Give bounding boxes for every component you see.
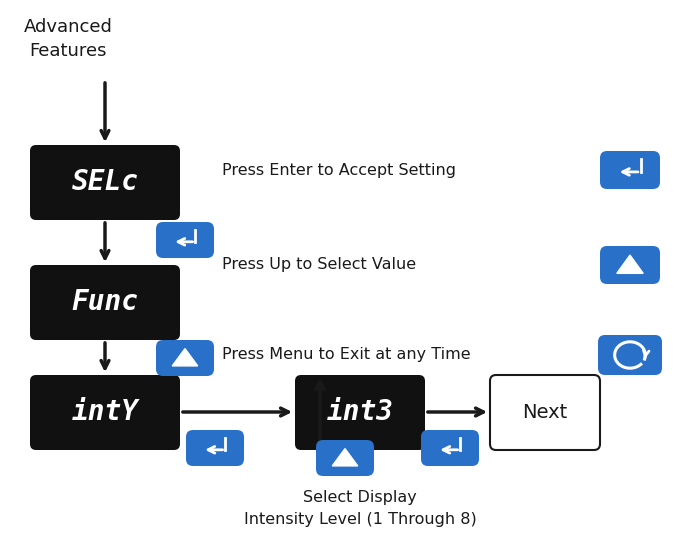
Text: Intensity Level (1 Through 8): Intensity Level (1 Through 8) [243,512,477,527]
FancyBboxPatch shape [156,340,214,376]
Text: Advanced: Advanced [24,18,113,36]
FancyBboxPatch shape [156,222,214,258]
FancyBboxPatch shape [30,265,180,340]
FancyBboxPatch shape [30,145,180,220]
Text: intY: intY [71,398,138,426]
Polygon shape [617,255,643,273]
Text: Next: Next [522,403,568,422]
Text: Func: Func [71,288,138,316]
FancyBboxPatch shape [600,246,660,284]
FancyBboxPatch shape [600,151,660,189]
FancyBboxPatch shape [316,440,374,476]
FancyBboxPatch shape [186,430,244,466]
Text: Press Up to Select Value: Press Up to Select Value [222,257,416,272]
FancyBboxPatch shape [490,375,600,450]
FancyBboxPatch shape [295,375,425,450]
FancyBboxPatch shape [421,430,479,466]
Polygon shape [173,349,197,366]
Text: Features: Features [29,42,106,60]
Text: Press Enter to Accept Setting: Press Enter to Accept Setting [222,162,456,177]
FancyBboxPatch shape [598,335,662,375]
Text: SELc: SELc [71,169,138,196]
Text: Select Display: Select Display [303,490,417,505]
Polygon shape [332,449,358,466]
FancyBboxPatch shape [30,375,180,450]
Text: int3: int3 [326,398,394,426]
Text: Press Menu to Exit at any Time: Press Menu to Exit at any Time [222,348,470,363]
